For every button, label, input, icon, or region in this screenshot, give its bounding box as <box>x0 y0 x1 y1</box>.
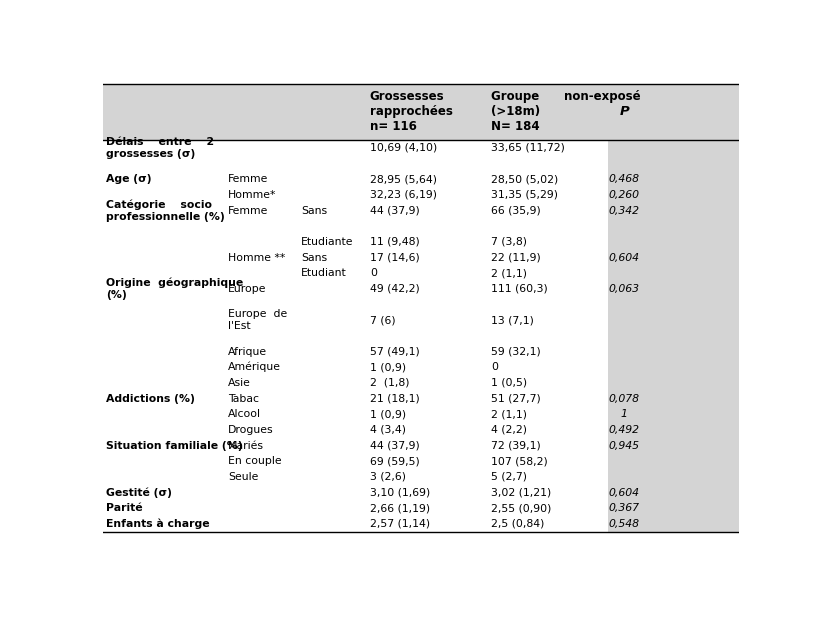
Text: 22 (11,9): 22 (11,9) <box>491 252 540 263</box>
Text: Seule: Seule <box>228 472 259 482</box>
Text: 2  (1,8): 2 (1,8) <box>369 378 410 388</box>
Text: 51 (27,7): 51 (27,7) <box>491 394 540 404</box>
Text: 1 (0,9): 1 (0,9) <box>369 409 406 419</box>
Text: Drogues: Drogues <box>228 425 273 435</box>
Text: 28,50 (5,02): 28,50 (5,02) <box>491 174 558 184</box>
Text: 2 (1,1): 2 (1,1) <box>491 409 527 419</box>
Text: 28,95 (5,64): 28,95 (5,64) <box>369 174 437 184</box>
Text: 2 (1,1): 2 (1,1) <box>491 268 527 278</box>
Text: 1 (0,5): 1 (0,5) <box>491 378 527 388</box>
Text: P: P <box>620 106 629 118</box>
Text: 0,468: 0,468 <box>609 174 640 184</box>
Text: Asie: Asie <box>228 378 251 388</box>
Text: 0,604: 0,604 <box>609 252 640 263</box>
Text: Catégorie    socio
professionnelle (%): Catégorie socio professionnelle (%) <box>106 200 225 221</box>
Text: 3,10 (1,69): 3,10 (1,69) <box>369 488 430 497</box>
Text: 0: 0 <box>369 268 377 278</box>
Text: Parité: Parité <box>106 503 142 513</box>
Text: Enfants à charge: Enfants à charge <box>106 519 209 529</box>
Bar <box>608 84 741 532</box>
Text: 69 (59,5): 69 (59,5) <box>369 456 420 466</box>
Text: 32,23 (6,19): 32,23 (6,19) <box>369 190 437 200</box>
Text: 111 (60,3): 111 (60,3) <box>491 284 548 294</box>
Text: 1: 1 <box>621 409 628 419</box>
Text: Alcool: Alcool <box>228 409 261 419</box>
Text: 2,55 (0,90): 2,55 (0,90) <box>491 503 551 513</box>
Text: Sans: Sans <box>301 205 328 216</box>
Text: 0,078: 0,078 <box>609 394 640 404</box>
Text: 0,548: 0,548 <box>609 519 640 529</box>
Text: 10,69 (4,10): 10,69 (4,10) <box>369 143 437 153</box>
Text: Etudiante: Etudiante <box>301 237 354 247</box>
Text: 5 (2,7): 5 (2,7) <box>491 472 527 482</box>
Text: Groupe      non-exposé
(>18m)
N= 184: Groupe non-exposé (>18m) N= 184 <box>491 90 640 134</box>
Text: 66 (35,9): 66 (35,9) <box>491 205 540 216</box>
Text: 7 (3,8): 7 (3,8) <box>491 237 527 247</box>
Text: Etudiant: Etudiant <box>301 268 347 278</box>
Text: Origine  géographique
(%): Origine géographique (%) <box>106 278 243 300</box>
Text: 2,57 (1,14): 2,57 (1,14) <box>369 519 430 529</box>
Text: Afrique: Afrique <box>228 347 267 357</box>
Text: 57 (49,1): 57 (49,1) <box>369 347 420 357</box>
Text: Sans: Sans <box>301 252 328 263</box>
Text: 3,02 (1,21): 3,02 (1,21) <box>491 488 551 497</box>
Text: 49 (42,2): 49 (42,2) <box>369 284 420 294</box>
Text: 17 (14,6): 17 (14,6) <box>369 252 420 263</box>
Text: 3 (2,6): 3 (2,6) <box>369 472 406 482</box>
Text: Gestité (σ): Gestité (σ) <box>106 487 172 498</box>
Text: 4 (3,4): 4 (3,4) <box>369 425 406 435</box>
Text: Situation familiale (%): Situation familiale (%) <box>106 441 242 450</box>
Text: Femme: Femme <box>228 174 268 184</box>
Text: 2,66 (1,19): 2,66 (1,19) <box>369 503 430 513</box>
Text: 44 (37,9): 44 (37,9) <box>369 441 420 450</box>
Text: 72 (39,1): 72 (39,1) <box>491 441 540 450</box>
Text: 13 (7,1): 13 (7,1) <box>491 315 534 325</box>
Text: 11 (9,48): 11 (9,48) <box>369 237 420 247</box>
Text: Homme **: Homme ** <box>228 252 285 263</box>
Text: En couple: En couple <box>228 456 282 466</box>
Text: Grossesses
rapprochées
n= 116: Grossesses rapprochées n= 116 <box>369 90 452 134</box>
Text: 33,65 (11,72): 33,65 (11,72) <box>491 143 565 153</box>
Text: 31,35 (5,29): 31,35 (5,29) <box>491 190 557 200</box>
Bar <box>103 84 608 140</box>
Text: 4 (2,2): 4 (2,2) <box>491 425 527 435</box>
Text: Délais    entre    2
grossesses (σ): Délais entre 2 grossesses (σ) <box>106 137 214 158</box>
Text: Europe: Europe <box>228 284 267 294</box>
Text: 0,342: 0,342 <box>609 205 640 216</box>
Text: 7 (6): 7 (6) <box>369 315 396 325</box>
Text: Tabac: Tabac <box>228 394 259 404</box>
Text: 59 (32,1): 59 (32,1) <box>491 347 540 357</box>
Text: Europe  de
l'Est: Europe de l'Est <box>228 309 287 331</box>
Text: 107 (58,2): 107 (58,2) <box>491 456 548 466</box>
Text: 1 (0,9): 1 (0,9) <box>369 363 406 372</box>
Text: 2,5 (0,84): 2,5 (0,84) <box>491 519 544 529</box>
Text: 0,492: 0,492 <box>609 425 640 435</box>
Text: 0,367: 0,367 <box>609 503 640 513</box>
Text: 0,260: 0,260 <box>609 190 640 200</box>
Text: Age (σ): Age (σ) <box>106 174 151 184</box>
Text: 0,945: 0,945 <box>609 441 640 450</box>
Text: Homme*: Homme* <box>228 190 277 200</box>
Text: 0,604: 0,604 <box>609 488 640 497</box>
Text: Amérique: Amérique <box>228 362 281 373</box>
Text: 44 (37,9): 44 (37,9) <box>369 205 420 216</box>
Text: Addictions (%): Addictions (%) <box>106 394 195 404</box>
Text: 0,063: 0,063 <box>609 284 640 294</box>
Text: Femme: Femme <box>228 205 268 216</box>
Text: 0: 0 <box>491 363 498 372</box>
Text: Mariés: Mariés <box>228 441 264 450</box>
Text: 21 (18,1): 21 (18,1) <box>369 394 420 404</box>
